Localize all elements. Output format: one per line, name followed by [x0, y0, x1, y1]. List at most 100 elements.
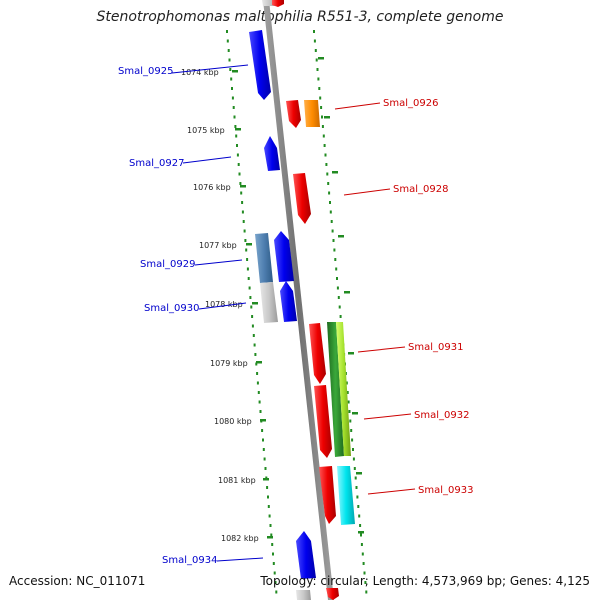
gene-smal-0925-arrow[interactable]	[249, 30, 271, 100]
gene-smal-0927-arrow[interactable]	[264, 136, 280, 171]
guide-tick	[344, 291, 350, 294]
guide-dot	[232, 106, 235, 109]
guide-dot	[326, 172, 329, 176]
gene-smal-0933-cyan[interactable]	[337, 466, 355, 525]
guide-dot	[339, 315, 342, 318]
guide-dot	[233, 115, 236, 119]
guide-tick	[338, 235, 344, 238]
guide-dot	[336, 286, 339, 290]
gene-labels: Smal_0925 Smal_0926 Smal_0927 Smal_0928 …	[118, 66, 473, 566]
guide-dot	[356, 495, 359, 499]
gene-smal-0931-lime[interactable]	[336, 322, 351, 456]
guide-dot	[345, 381, 348, 385]
gene-smal-0934-arrow[interactable]	[296, 531, 316, 579]
gene-smal-0930-silver[interactable]	[260, 282, 278, 323]
guide-tick	[356, 472, 362, 475]
guide-dot	[272, 562, 275, 565]
guide-dot	[258, 400, 261, 404]
gene-smal-0929-steel[interactable]	[255, 233, 273, 283]
guide-dot	[335, 267, 338, 271]
guide-dot	[353, 467, 356, 470]
gene-smal-0929-arrow[interactable]	[274, 231, 294, 282]
guide-dot	[350, 429, 353, 432]
guide-dot	[349, 419, 352, 423]
guide-dot	[245, 248, 248, 252]
guide-dot	[230, 77, 233, 81]
guide-dot	[228, 58, 231, 62]
guide-dot	[250, 305, 253, 309]
gene-smal-0928-arrow[interactable]	[293, 173, 311, 224]
gene-label-smal-0927[interactable]: Smal_0927	[129, 158, 184, 169]
gene-label-smal-0926[interactable]: Smal_0926	[383, 98, 438, 109]
guide-dot	[313, 39, 316, 43]
gene-smal-0926-arrow[interactable]	[286, 100, 301, 128]
guide-dot	[226, 30, 228, 33]
guide-dot	[325, 163, 328, 166]
guide-dot	[322, 134, 325, 138]
guide-dot	[313, 30, 315, 33]
guide-dot	[346, 391, 349, 394]
leader-smal-0926	[334, 102, 381, 110]
gene-smal-0930-arrow[interactable]	[280, 281, 297, 322]
guide-dot	[319, 96, 322, 100]
guide-dot	[272, 552, 274, 556]
guide-dot	[235, 134, 238, 138]
guide-dot	[264, 467, 267, 470]
guide-tick	[318, 57, 324, 60]
guide-dot	[256, 381, 259, 385]
guide-dot	[241, 201, 244, 204]
gene-label-smal-0929[interactable]: Smal_0929	[140, 259, 195, 270]
guide-dot	[238, 172, 241, 176]
genome-title: Stenotrophomonas maltophilia R551-3, com…	[96, 9, 504, 25]
guide-dot	[266, 486, 269, 489]
guide-dot	[329, 210, 332, 214]
guide-dot	[357, 505, 360, 508]
guide-dot	[273, 571, 276, 575]
guide-dot	[359, 524, 362, 527]
gene-bottom-red	[326, 588, 339, 600]
gene-smal-0926-orange[interactable]	[304, 100, 320, 127]
gene-label-smal-0925[interactable]: Smal_0925	[118, 66, 173, 77]
gene-smal-0932-arrow[interactable]	[314, 385, 332, 458]
guide-dot	[255, 362, 258, 366]
guide-dot	[268, 514, 271, 518]
gene-top-red	[272, 0, 284, 7]
kbp-label: 1076 kbp	[193, 183, 231, 192]
kbp-label: 1082 kbp	[221, 534, 259, 543]
guide-tick	[267, 536, 273, 539]
guide-tick	[348, 352, 354, 355]
guide-dot	[242, 220, 245, 223]
gene-label-smal-0930[interactable]: Smal_0930	[144, 303, 199, 314]
guide-dot	[251, 315, 254, 318]
guide-dot	[332, 239, 335, 242]
guide-dot	[358, 514, 361, 518]
gene-label-smal-0928[interactable]: Smal_0928	[393, 184, 448, 195]
guide-dot	[361, 552, 364, 556]
gene-label-smal-0933[interactable]: Smal_0933	[418, 485, 473, 496]
topology-text: Topology: circular; Length: 4,573,969 bp…	[260, 574, 590, 588]
gene-smal-0931-green[interactable]	[327, 322, 344, 457]
guide-dot	[231, 96, 234, 100]
guide-tick	[263, 478, 269, 481]
guide-dot	[362, 562, 365, 565]
guide-dot	[234, 125, 237, 128]
guide-dot	[231, 87, 233, 90]
gene-label-smal-0932[interactable]: Smal_0932	[414, 410, 469, 421]
kbp-scale: 1074 kbp 1075 kbp 1076 kbp 1077 kbp 1078…	[181, 68, 259, 543]
guide-dot	[248, 286, 251, 290]
guide-dot	[271, 543, 274, 546]
gene-label-smal-0934[interactable]: Smal_0934	[162, 555, 217, 566]
guide-dot	[352, 457, 355, 461]
gene-label-smal-0931[interactable]: Smal_0931	[408, 342, 463, 353]
kbp-label: 1075 kbp	[187, 126, 225, 135]
guide-tick	[246, 243, 252, 246]
guide-dot	[352, 448, 354, 451]
leader-smal-0930	[198, 302, 247, 310]
guide-dot	[262, 438, 264, 442]
gene-smal-0931-arrow[interactable]	[309, 323, 326, 384]
guide-tick	[252, 302, 258, 305]
leader-smal-0925	[171, 64, 249, 74]
guide-dot	[317, 77, 320, 81]
gene-smal-0933-red[interactable]	[319, 466, 336, 524]
